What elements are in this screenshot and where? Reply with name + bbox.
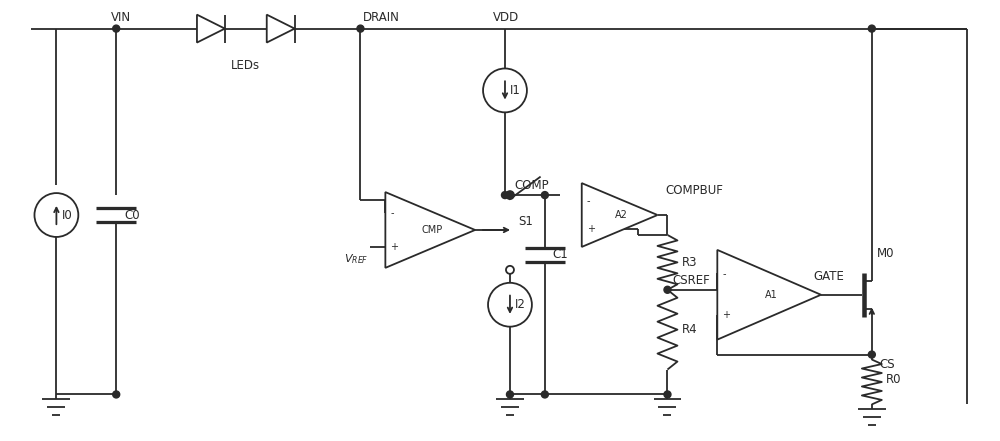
Text: -: - [587, 196, 590, 206]
Text: R4: R4 [681, 323, 697, 336]
Text: LEDs: LEDs [231, 59, 260, 71]
Text: CS: CS [880, 358, 895, 370]
Circle shape [506, 391, 513, 398]
Text: COMP: COMP [514, 179, 549, 192]
Circle shape [357, 25, 364, 32]
Circle shape [506, 191, 513, 198]
Text: C1: C1 [553, 248, 569, 262]
Circle shape [501, 191, 508, 198]
Text: R3: R3 [681, 256, 697, 269]
Text: DRAIN: DRAIN [362, 11, 399, 24]
Circle shape [664, 391, 671, 398]
Circle shape [541, 391, 548, 398]
Circle shape [868, 25, 875, 32]
Text: CSREF: CSREF [672, 274, 710, 287]
Text: $V_{REF}$: $V_{REF}$ [344, 252, 368, 266]
Text: +: + [390, 242, 398, 252]
Text: +: + [587, 224, 595, 234]
Polygon shape [267, 15, 295, 43]
Text: -: - [722, 269, 726, 280]
Text: CMP: CMP [422, 225, 443, 235]
Circle shape [664, 286, 671, 293]
Text: GATE: GATE [813, 270, 844, 283]
Circle shape [868, 351, 875, 358]
Text: I2: I2 [515, 298, 526, 311]
Text: A2: A2 [615, 210, 628, 220]
Polygon shape [717, 250, 821, 340]
Text: I0: I0 [61, 209, 72, 221]
Polygon shape [197, 15, 225, 43]
Text: M0: M0 [877, 247, 894, 260]
Text: R0: R0 [886, 373, 901, 386]
Text: S1: S1 [518, 215, 533, 228]
Text: VIN: VIN [111, 11, 131, 24]
Circle shape [541, 191, 548, 198]
Text: +: + [722, 310, 730, 320]
Text: A1: A1 [765, 290, 778, 300]
Circle shape [113, 391, 120, 398]
Circle shape [113, 25, 120, 32]
Polygon shape [582, 183, 658, 247]
Text: VDD: VDD [493, 11, 519, 24]
Polygon shape [385, 192, 475, 268]
Text: -: - [390, 208, 394, 218]
Text: I1: I1 [510, 84, 521, 97]
Text: C0: C0 [124, 209, 140, 221]
Text: COMPBUF: COMPBUF [665, 184, 723, 197]
